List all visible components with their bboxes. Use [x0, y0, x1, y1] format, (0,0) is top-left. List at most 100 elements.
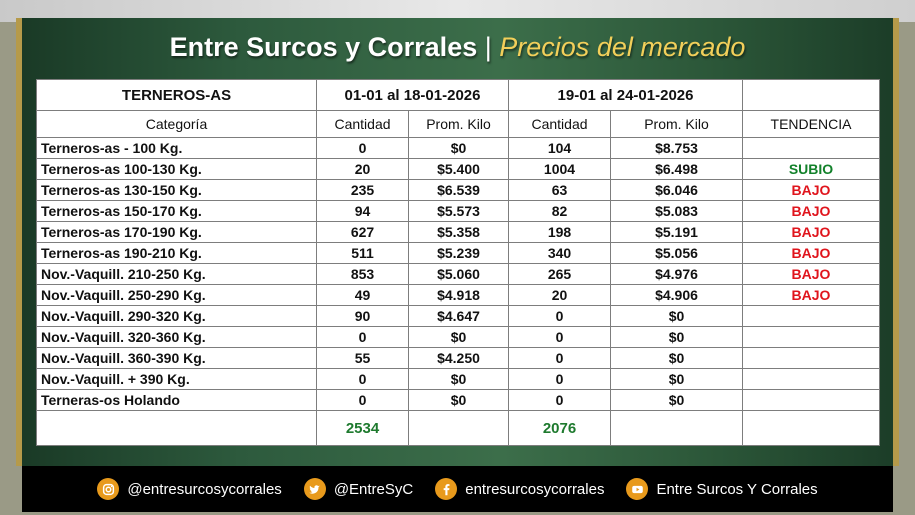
category-cell: Nov.-Vaquill. 210-250 Kg. [36, 263, 317, 285]
tendencia-cell: BAJO [742, 242, 880, 264]
tendencia-cell: BAJO [742, 263, 880, 285]
tendencia-cell: BAJO [742, 200, 880, 222]
prom-kilo-1-cell: $5.573 [408, 200, 509, 222]
twitter-icon [303, 478, 326, 500]
cantidad-1-cell: 511 [316, 242, 409, 264]
category-cell: Nov.-Vaquill. 320-360 Kg. [36, 326, 317, 348]
prom-kilo-1-cell: $5.400 [408, 158, 509, 180]
twitter-handle: @EntreSyC [333, 480, 414, 498]
tendencia-cell: BAJO [742, 221, 880, 243]
background-top [0, 0, 915, 22]
table-row: Terneros-as 170-190 Kg. 627 $5.358 198 $5.19… [36, 221, 880, 243]
prom-kilo-2-cell: $0 [610, 347, 743, 369]
title-separator: | [484, 32, 492, 62]
cantidad-1-cell: 0 [316, 326, 409, 348]
tendencia-cell: BAJO [742, 284, 880, 306]
prom-kilo-2-cell: $5.083 [610, 200, 743, 222]
column-header-cantidad-1: Cantidad [316, 110, 409, 138]
table-row: Terneros-as 190-210 Kg. 511 $5.239 340 $5.05… [36, 242, 880, 264]
table-row: Terneros-as 130-150 Kg. 235 $6.539 63 $6.046… [36, 179, 880, 201]
title-subtitle: Precios del mercado [499, 32, 746, 62]
brand-name: Entre Surcos y Corrales [169, 32, 478, 62]
table-row: Terneros-as 150-170 Kg. 94 $5.573 82 $5.083 B… [36, 200, 880, 222]
table-row: Nov.-Vaquill. 290-320 Kg. 90 $4.647 0 $0 [36, 305, 880, 327]
total-empty-cell [742, 410, 880, 446]
instagram-link[interactable]: @entresurcosycorrales [97, 478, 282, 500]
cantidad-1-cell: 0 [316, 389, 409, 411]
tendencia-cell [742, 368, 880, 390]
cantidad-1-cell: 94 [316, 200, 409, 222]
prom-kilo-1-cell: $6.539 [408, 179, 509, 201]
column-header-cantidad-2: Cantidad [508, 110, 611, 138]
cantidad-2-cell: 20 [508, 284, 611, 306]
total-cantidad-1: 2534 [316, 410, 409, 446]
prom-kilo-1-cell: $0 [408, 368, 509, 390]
prom-kilo-2-cell: $0 [610, 389, 743, 411]
cantidad-1-cell: 20 [316, 158, 409, 180]
empty-header-cell [742, 79, 880, 111]
tendencia-cell: BAJO [742, 179, 880, 201]
cantidad-2-cell: 104 [508, 137, 611, 159]
total-label-cell [36, 410, 317, 446]
page-title: Entre Surcos y Corrales | Precios del me… [22, 32, 893, 63]
youtube-link[interactable]: Entre Surcos Y Corrales [626, 478, 818, 500]
table-row: Nov.-Vaquill. 360-390 Kg. 55 $4.250 0 $0 [36, 347, 880, 369]
category-cell: Nov.-Vaquill. 250-290 Kg. [36, 284, 317, 306]
prom-kilo-1-cell: $0 [408, 326, 509, 348]
cantidad-2-cell: 0 [508, 368, 611, 390]
prom-kilo-1-cell: $0 [408, 389, 509, 411]
category-cell: Terneros-as 190-210 Kg. [36, 242, 317, 264]
category-cell: Nov.-Vaquill. + 390 Kg. [36, 368, 317, 390]
cantidad-1-cell: 49 [316, 284, 409, 306]
category-cell: Nov.-Vaquill. 360-390 Kg. [36, 347, 317, 369]
cantidad-2-cell: 0 [508, 389, 611, 411]
table-row: Terneras-os Holando 0 $0 0 $0 [36, 389, 880, 411]
tendencia-cell [742, 305, 880, 327]
cantidad-2-cell: 340 [508, 242, 611, 264]
totals-row: 2534 2076 [36, 410, 880, 446]
prom-kilo-1-cell: $5.358 [408, 221, 509, 243]
column-header-prom-kilo-1: Prom. Kilo [408, 110, 509, 138]
total-empty-cell [610, 410, 743, 446]
cantidad-2-cell: 63 [508, 179, 611, 201]
category-cell: Terneros-as 170-190 Kg. [36, 221, 317, 243]
youtube-channel: Entre Surcos Y Corrales [656, 480, 818, 498]
tendencia-cell [742, 326, 880, 348]
prom-kilo-2-cell: $8.753 [610, 137, 743, 159]
prom-kilo-2-cell: $0 [610, 368, 743, 390]
cantidad-1-cell: 853 [316, 263, 409, 285]
table-row: Terneros-as - 100 Kg. 0 $0 104 $8.753 [36, 137, 880, 159]
table-row: Nov.-Vaquill. 320-360 Kg. 0 $0 0 $0 [36, 326, 880, 348]
facebook-handle: entresurcosycorrales [465, 480, 605, 498]
category-cell: Nov.-Vaquill. 290-320 Kg. [36, 305, 317, 327]
prom-kilo-2-cell: $6.046 [610, 179, 743, 201]
prom-kilo-2-cell: $5.191 [610, 221, 743, 243]
table-row: Nov.-Vaquill. 210-250 Kg. 853 $5.060 265 $4.… [36, 263, 880, 285]
cantidad-1-cell: 627 [316, 221, 409, 243]
twitter-link[interactable]: @EntreSyC [303, 478, 414, 500]
table-row: Terneros-as 100-130 Kg. 20 $5.400 1004 $6.49… [36, 158, 880, 180]
category-cell: Terneros-as 100-130 Kg. [36, 158, 317, 180]
category-cell: Terneros-as 150-170 Kg. [36, 200, 317, 222]
cantidad-2-cell: 0 [508, 326, 611, 348]
cantidad-2-cell: 265 [508, 263, 611, 285]
price-table: TERNEROS-AS 01-01 al 18-01-2026 19-01 al… [36, 79, 880, 446]
cantidad-1-cell: 0 [316, 137, 409, 159]
category-cell: Terneros-as 130-150 Kg. [36, 179, 317, 201]
social-footer: @entresurcosycorrales @EntreSyC entresur… [22, 466, 893, 512]
facebook-link[interactable]: entresurcosycorrales [435, 478, 604, 500]
cantidad-2-cell: 0 [508, 305, 611, 327]
prom-kilo-1-cell: $4.250 [408, 347, 509, 369]
prom-kilo-2-cell: $4.976 [610, 263, 743, 285]
cantidad-2-cell: 1004 [508, 158, 611, 180]
column-header-tendencia: TENDENCIA [742, 110, 880, 138]
column-header-prom-kilo-2: Prom. Kilo [610, 110, 743, 138]
prom-kilo-1-cell: $5.060 [408, 263, 509, 285]
cantidad-2-cell: 82 [508, 200, 611, 222]
tendencia-cell [742, 347, 880, 369]
column-header-categoria: Categoría [36, 110, 317, 138]
prom-kilo-2-cell: $0 [610, 305, 743, 327]
cantidad-1-cell: 90 [316, 305, 409, 327]
section-label: TERNEROS-AS [36, 79, 317, 111]
tendencia-cell [742, 389, 880, 411]
